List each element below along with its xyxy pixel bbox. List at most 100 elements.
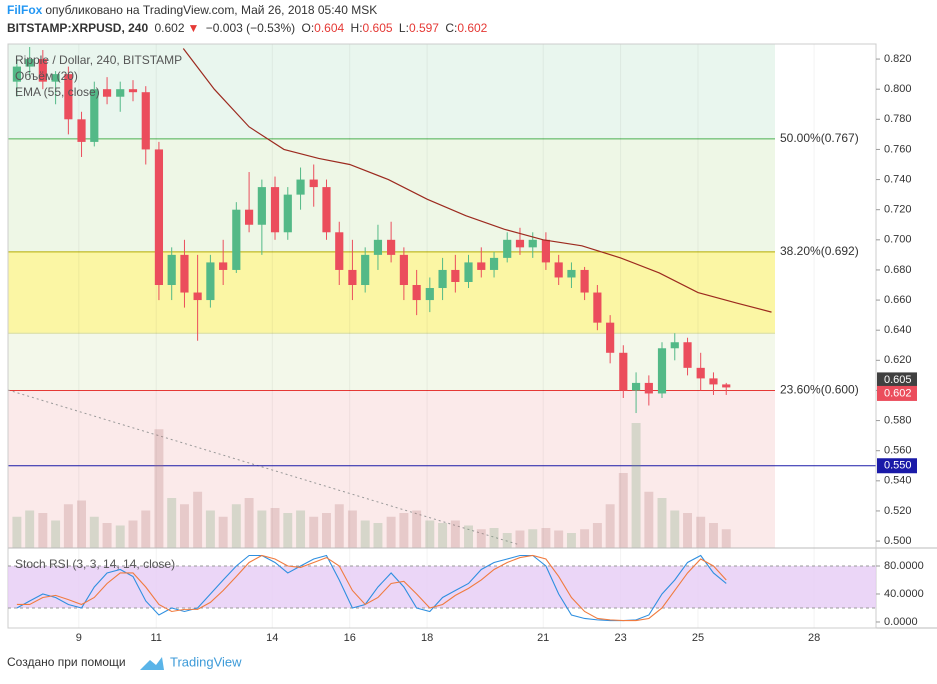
volume-bar — [412, 510, 422, 548]
x-tick-label: 11 — [151, 632, 162, 644]
volume-bar — [721, 529, 731, 548]
fib-label: 38.20%(0.692) — [780, 244, 859, 258]
x-tick-label: 9 — [76, 632, 82, 644]
volume-bar — [334, 504, 344, 548]
y-tick-label: 0.580 — [884, 414, 912, 426]
candle-body — [232, 209, 241, 270]
down-arrow: ▼ — [187, 21, 200, 35]
c: 0.602 — [457, 21, 488, 35]
candle-body — [296, 179, 305, 195]
x-tick-label: 21 — [537, 632, 549, 644]
stoch-title: Stoch RSI (3, 3, 14, 14, close) — [15, 557, 175, 571]
candle-body — [348, 269, 357, 286]
candle-body — [451, 269, 460, 282]
candle-body — [322, 187, 331, 233]
candle-body — [387, 239, 396, 255]
candle-body — [477, 262, 486, 270]
candle-body — [245, 209, 254, 225]
volume-bar — [322, 513, 331, 548]
volume-bar — [25, 510, 35, 548]
candle-body — [361, 254, 370, 286]
logo — [140, 657, 164, 670]
volume-bar — [644, 491, 654, 548]
volume-bar — [399, 513, 409, 548]
volume-bar — [218, 516, 228, 548]
candle-body — [528, 239, 537, 248]
volume-bar — [592, 523, 602, 548]
y-tick-label: 0.660 — [884, 294, 912, 306]
legend-text: Ripple / Dollar, 240, BITSTAMP — [15, 53, 182, 67]
volume-bar — [231, 504, 241, 548]
volume-bar — [51, 520, 61, 548]
candle-body — [51, 74, 60, 82]
o-label: O: — [301, 21, 315, 35]
candle-body — [438, 269, 447, 289]
volume-bar — [296, 510, 306, 548]
x-tick-label: 23 — [614, 632, 626, 644]
l: 0.597 — [408, 21, 439, 35]
volume-bar — [244, 498, 254, 548]
candle-body — [696, 367, 705, 379]
symbol-line: BITSTAMP:XRPUSD, 240 0.602 ▼ −0.003 (−0.5… — [7, 21, 490, 35]
candle-body — [257, 187, 266, 225]
candle-body — [425, 288, 434, 301]
candle-body — [503, 239, 512, 258]
candle-body — [64, 74, 73, 120]
volume-bar — [683, 513, 693, 548]
volume-bar — [193, 491, 203, 548]
y-tick-label: 0.760 — [884, 143, 912, 155]
y-tick-label: 0.560 — [884, 445, 912, 457]
candle-body — [373, 239, 383, 255]
stoch-d — [16, 554, 727, 622]
candle-body — [90, 89, 99, 142]
volume-bar — [657, 498, 667, 548]
footer-text: Создано при помощи — [7, 655, 126, 669]
x-tick-label: 14 — [266, 632, 278, 644]
volume-bar — [515, 530, 525, 548]
x-tick-label: 28 — [808, 632, 820, 644]
volume-bar — [528, 529, 538, 548]
candle-body — [128, 89, 138, 93]
volume-bar — [38, 513, 48, 548]
fib-zone — [8, 251, 775, 334]
candle-body — [154, 149, 164, 286]
candle-body — [412, 285, 421, 301]
volume-bar — [89, 516, 99, 548]
legend-text: Объём (20) — [15, 69, 78, 83]
y-tick-label: 0.0000 — [884, 616, 918, 628]
candle-body — [270, 187, 280, 233]
volume-bar — [464, 525, 473, 548]
price-label: 0.602 — [884, 387, 912, 399]
y-tick-label: 0.700 — [884, 234, 912, 246]
y-tick-label: 40.0000 — [884, 588, 924, 600]
candle-body — [206, 262, 215, 301]
ema-line — [182, 48, 772, 313]
candle-body — [541, 239, 550, 263]
volume-bar — [502, 533, 512, 548]
volume-bar — [257, 510, 267, 548]
candle-body — [399, 254, 408, 286]
y-tick-label: 0.740 — [884, 173, 912, 185]
stoch-band — [8, 565, 876, 608]
y-tick-label: 0.720 — [884, 204, 912, 216]
volume-bar — [373, 523, 383, 548]
h: 0.605 — [362, 21, 393, 35]
fib-zone — [8, 390, 775, 548]
legend-text: EMA (55, close) — [15, 85, 100, 99]
volume-bar — [554, 530, 564, 548]
volume-bar — [115, 525, 125, 548]
o: 0.604 — [314, 21, 345, 35]
l-label: L: — [398, 21, 409, 35]
volume-bar — [438, 523, 448, 548]
y-tick-label: 80.0000 — [884, 560, 924, 572]
volume-bar — [631, 423, 641, 548]
volume-bar — [450, 520, 460, 548]
volume-bar — [489, 528, 499, 548]
candle-body — [683, 342, 692, 368]
author: FilFox — [7, 3, 43, 17]
volume-bar — [360, 520, 370, 548]
y-tick-label: 0.800 — [884, 83, 912, 95]
volume-bar — [283, 513, 293, 548]
y-tick-label: 0.680 — [884, 264, 912, 276]
candle-body — [12, 66, 21, 82]
